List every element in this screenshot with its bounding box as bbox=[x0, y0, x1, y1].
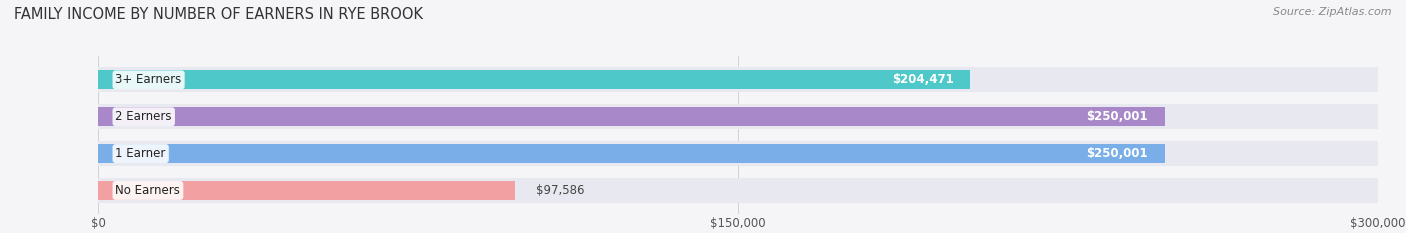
Text: No Earners: No Earners bbox=[115, 184, 180, 197]
Bar bbox=[98, 181, 515, 200]
Text: 2 Earners: 2 Earners bbox=[115, 110, 172, 123]
Bar bbox=[98, 178, 1378, 203]
Text: 1 Earner: 1 Earner bbox=[115, 147, 166, 160]
Bar bbox=[98, 104, 1378, 129]
Bar bbox=[98, 70, 970, 89]
Bar bbox=[98, 67, 1378, 93]
Text: Source: ZipAtlas.com: Source: ZipAtlas.com bbox=[1274, 7, 1392, 17]
Bar bbox=[98, 107, 1164, 126]
Text: FAMILY INCOME BY NUMBER OF EARNERS IN RYE BROOK: FAMILY INCOME BY NUMBER OF EARNERS IN RY… bbox=[14, 7, 423, 22]
Text: $204,471: $204,471 bbox=[891, 73, 953, 86]
Text: $250,001: $250,001 bbox=[1085, 110, 1147, 123]
Text: $250,001: $250,001 bbox=[1085, 147, 1147, 160]
Text: $97,586: $97,586 bbox=[536, 184, 585, 197]
Text: 3+ Earners: 3+ Earners bbox=[115, 73, 181, 86]
Bar bbox=[98, 144, 1164, 163]
Bar bbox=[98, 141, 1378, 166]
